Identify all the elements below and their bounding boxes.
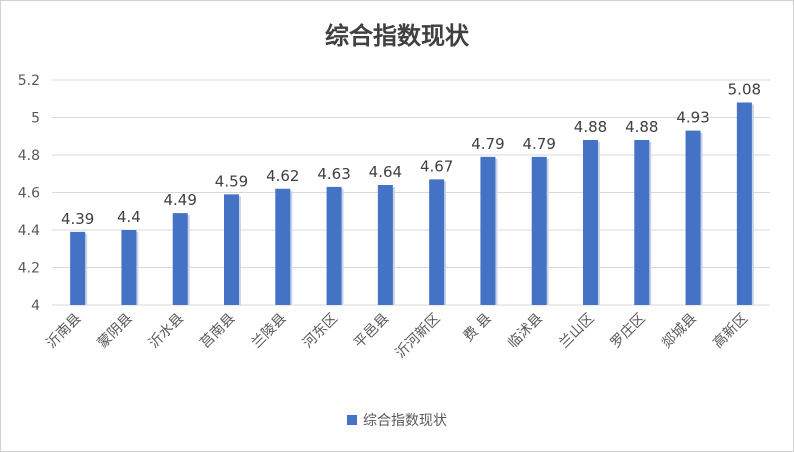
data-label: 4.67 [420,157,453,175]
y-tick-label: 4.2 [18,261,40,277]
y-tick-label: 4.4 [18,223,40,239]
x-tick-label: 费 县 [460,311,494,345]
bar [480,156,496,305]
x-tick-label: 郯城县 [659,311,700,352]
bar [685,130,701,305]
bar [172,213,188,305]
x-tick-label: 兰山区 [556,311,597,352]
y-tick-label: 4.6 [18,186,40,202]
x-tick-label: 沂南县 [43,311,84,352]
data-label: 4.39 [61,210,94,228]
x-tick-label: 平邑县 [351,311,392,352]
y-tick-label: 4.8 [18,148,40,164]
x-tick-label: 高新区 [709,310,751,352]
legend: 综合指数现状 [0,410,794,430]
y-tick-label: 4 [31,298,40,314]
data-label: 4.93 [676,109,709,127]
data-label: 4.59 [215,172,248,190]
bar [70,231,86,305]
y-tick-label: 5.2 [18,73,40,89]
data-label: 4.64 [369,163,402,181]
x-tick-label: 兰陵县 [249,311,290,352]
y-tick-label: 5 [31,111,40,127]
x-tick-label: 临沭县 [505,311,546,352]
x-tick-label: 莒南县 [197,311,238,352]
data-label: 4.63 [317,165,350,183]
bar [429,179,445,305]
legend-swatch [347,415,357,425]
bar [121,230,137,305]
data-label: 4.4 [117,208,141,226]
bar [583,140,598,305]
bar [377,185,393,305]
bar [634,140,650,305]
data-label: 4.79 [523,135,556,153]
x-tick-label: 河东区 [300,311,341,352]
bar [326,186,342,305]
data-label: 4.79 [471,135,504,153]
bar [224,194,239,305]
data-label: 4.62 [266,167,299,185]
bar [531,156,547,305]
x-tick-label: 蒙阴县 [95,311,136,352]
bar [736,102,752,305]
x-tick-label: 沂河新区 [393,311,444,362]
chart-title: 综合指数现状 [325,21,469,50]
legend-label: 综合指数现状 [363,413,447,429]
bar [275,188,291,305]
data-label: 4.88 [625,118,658,136]
x-tick-label: 沂水县 [146,311,187,352]
data-label: 5.08 [728,81,761,99]
data-label: 4.49 [164,191,197,209]
x-tick-label: 罗庄区 [607,310,649,352]
data-label: 4.88 [574,118,607,136]
